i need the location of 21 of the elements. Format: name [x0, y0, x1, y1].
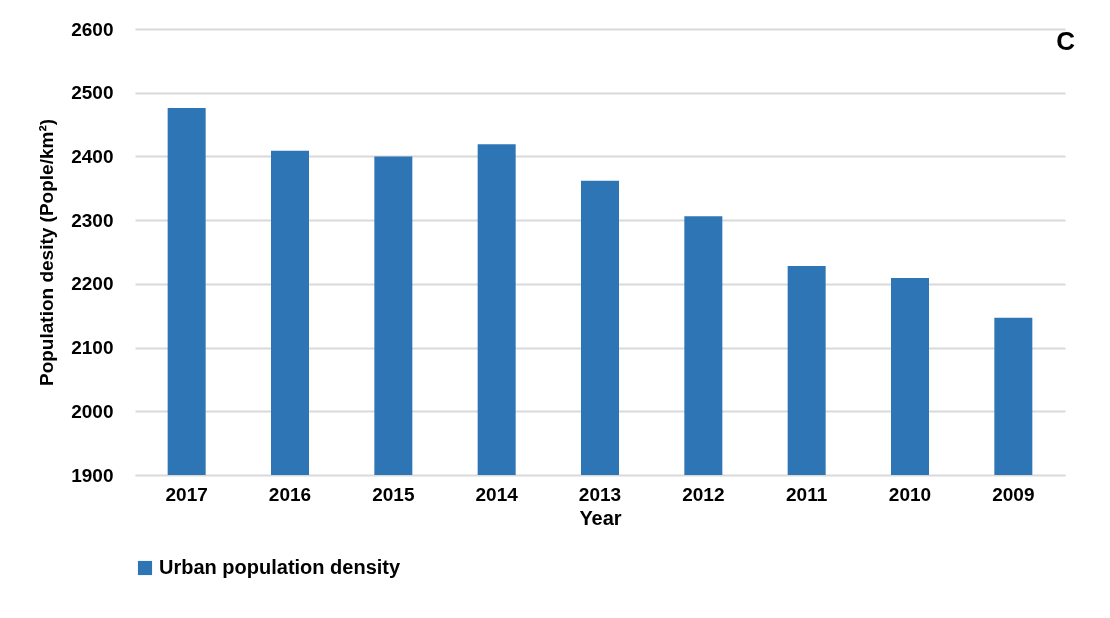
legend-label: Urban population density — [159, 556, 401, 578]
x-tick-label: 2011 — [786, 483, 828, 505]
x-tick-label: 2013 — [578, 483, 622, 505]
y-tick-label: 2200 — [71, 273, 114, 295]
y-tick-label: 2500 — [71, 82, 114, 104]
x-tick-label: 2016 — [268, 483, 312, 505]
chart-title: C — [1056, 26, 1076, 56]
x-tick-label: 2012 — [682, 483, 725, 505]
y-axis-title: Population desity (Pople/km²) — [36, 118, 58, 387]
x-tick-label: 2015 — [372, 483, 415, 505]
y-tick-label: 2300 — [71, 209, 114, 231]
y-tick-label: 2400 — [71, 145, 114, 167]
y-tick-label: 2000 — [71, 400, 114, 422]
y-tick-label: 2100 — [71, 337, 114, 359]
y-tick-label: 2600 — [71, 18, 114, 40]
x-axis-title: Year — [579, 506, 622, 529]
x-tick-label: 2014 — [475, 483, 519, 505]
x-tick-label: 2010 — [888, 483, 932, 505]
x-tick-label: 2009 — [992, 483, 1035, 505]
y-tick-label: 1900 — [71, 464, 114, 486]
x-tick-label: 2017 — [165, 483, 208, 505]
